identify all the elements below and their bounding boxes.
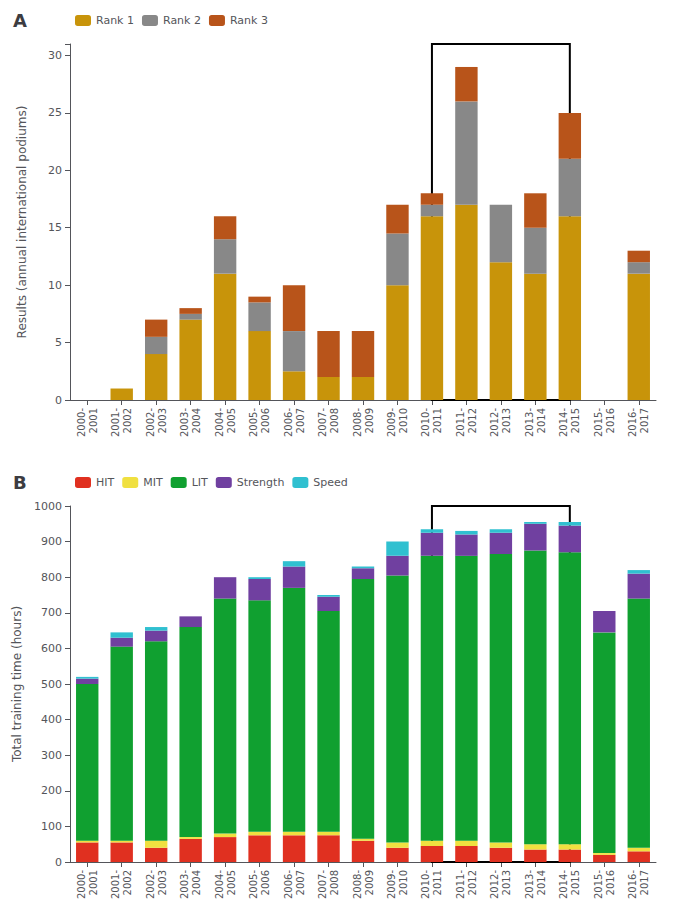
svg-text:Rank 1: Rank 1 bbox=[96, 14, 134, 27]
svg-text:2013: 2013 bbox=[501, 870, 512, 895]
svg-text:2007: 2007 bbox=[295, 408, 306, 433]
svg-text:2015: 2015 bbox=[570, 870, 581, 895]
svg-text:2003-: 2003- bbox=[179, 870, 190, 899]
svg-text:2010: 2010 bbox=[398, 408, 409, 433]
svg-text:2007-: 2007- bbox=[317, 870, 328, 899]
svg-text:15: 15 bbox=[48, 221, 62, 234]
svg-text:2006-: 2006- bbox=[283, 870, 294, 899]
svg-text:2001-: 2001- bbox=[110, 408, 121, 437]
svg-text:2016: 2016 bbox=[605, 870, 616, 895]
svg-text:Results (annual international: Results (annual international podiums) bbox=[15, 106, 29, 339]
svg-text:2007: 2007 bbox=[295, 870, 306, 895]
svg-text:400: 400 bbox=[41, 713, 62, 726]
svg-text:2002: 2002 bbox=[122, 408, 133, 433]
svg-text:Rank 3: Rank 3 bbox=[230, 14, 268, 27]
svg-text:2017: 2017 bbox=[639, 408, 650, 433]
svg-text:2010: 2010 bbox=[398, 870, 409, 895]
svg-text:HIT: HIT bbox=[96, 476, 115, 489]
svg-text:2005-: 2005- bbox=[248, 408, 259, 437]
svg-text:2015: 2015 bbox=[570, 408, 581, 433]
svg-text:2002-: 2002- bbox=[145, 870, 156, 899]
svg-text:2009: 2009 bbox=[364, 870, 375, 895]
svg-text:2001-: 2001- bbox=[110, 870, 121, 899]
svg-text:200: 200 bbox=[41, 784, 62, 797]
svg-text:2007-: 2007- bbox=[317, 408, 328, 437]
svg-text:2014-: 2014- bbox=[558, 870, 569, 899]
svg-text:2005-: 2005- bbox=[248, 870, 259, 899]
svg-text:Strength: Strength bbox=[237, 476, 285, 489]
svg-text:2004-: 2004- bbox=[214, 408, 225, 437]
svg-text:2013-: 2013- bbox=[524, 408, 535, 437]
svg-text:B: B bbox=[13, 472, 27, 493]
svg-text:2002: 2002 bbox=[122, 870, 133, 895]
svg-text:2006: 2006 bbox=[260, 870, 271, 895]
svg-text:2004: 2004 bbox=[191, 408, 202, 433]
svg-text:2009-: 2009- bbox=[386, 870, 397, 899]
svg-text:300: 300 bbox=[41, 749, 62, 762]
svg-text:2008-: 2008- bbox=[352, 870, 363, 899]
svg-text:2016-: 2016- bbox=[627, 408, 638, 437]
svg-text:Speed: Speed bbox=[313, 476, 347, 489]
svg-text:2011: 2011 bbox=[432, 408, 443, 433]
svg-text:2010-: 2010- bbox=[420, 870, 431, 899]
svg-text:A: A bbox=[13, 10, 27, 31]
svg-text:Rank 2: Rank 2 bbox=[163, 14, 201, 27]
svg-text:2014: 2014 bbox=[536, 408, 547, 433]
svg-text:2008: 2008 bbox=[329, 408, 340, 433]
svg-text:2014: 2014 bbox=[536, 870, 547, 895]
svg-text:2005: 2005 bbox=[226, 408, 237, 433]
svg-text:2012: 2012 bbox=[467, 870, 478, 895]
svg-text:2008-: 2008- bbox=[352, 408, 363, 437]
svg-text:2003: 2003 bbox=[157, 870, 168, 895]
svg-text:LIT: LIT bbox=[192, 476, 208, 489]
svg-text:2009-: 2009- bbox=[386, 408, 397, 437]
svg-text:2012-: 2012- bbox=[489, 870, 500, 899]
svg-text:2013-: 2013- bbox=[524, 870, 535, 899]
svg-text:2016: 2016 bbox=[605, 408, 616, 433]
svg-text:2015-: 2015- bbox=[593, 870, 604, 899]
svg-text:2012: 2012 bbox=[467, 408, 478, 433]
svg-text:MIT: MIT bbox=[143, 476, 163, 489]
svg-text:700: 700 bbox=[41, 606, 62, 619]
svg-text:2010-: 2010- bbox=[420, 408, 431, 437]
svg-text:2003-: 2003- bbox=[179, 408, 190, 437]
svg-text:600: 600 bbox=[41, 642, 62, 655]
svg-text:30: 30 bbox=[48, 49, 62, 62]
svg-text:800: 800 bbox=[41, 571, 62, 584]
svg-text:2011: 2011 bbox=[432, 870, 443, 895]
svg-text:100: 100 bbox=[41, 820, 62, 833]
svg-text:900: 900 bbox=[41, 535, 62, 548]
svg-text:2015-: 2015- bbox=[593, 408, 604, 437]
svg-text:2005: 2005 bbox=[226, 870, 237, 895]
svg-text:2014-: 2014- bbox=[558, 408, 569, 437]
svg-text:2004-: 2004- bbox=[214, 870, 225, 899]
svg-text:2009: 2009 bbox=[364, 408, 375, 433]
svg-text:0: 0 bbox=[55, 856, 62, 869]
svg-text:2001: 2001 bbox=[88, 870, 99, 895]
svg-text:500: 500 bbox=[41, 678, 62, 691]
svg-text:2016-: 2016- bbox=[627, 870, 638, 899]
svg-text:2011-: 2011- bbox=[455, 408, 466, 437]
svg-text:0: 0 bbox=[55, 394, 62, 407]
svg-text:10: 10 bbox=[48, 279, 62, 292]
svg-text:2013: 2013 bbox=[501, 408, 512, 433]
svg-text:1000: 1000 bbox=[34, 500, 62, 513]
svg-text:2012-: 2012- bbox=[489, 408, 500, 437]
svg-text:2002-: 2002- bbox=[145, 408, 156, 437]
svg-text:20: 20 bbox=[48, 164, 62, 177]
svg-text:2003: 2003 bbox=[157, 408, 168, 433]
svg-text:2006-: 2006- bbox=[283, 408, 294, 437]
svg-text:5: 5 bbox=[55, 336, 62, 349]
svg-text:2004: 2004 bbox=[191, 870, 202, 895]
svg-text:2017: 2017 bbox=[639, 870, 650, 895]
svg-text:2000-: 2000- bbox=[76, 408, 87, 437]
svg-text:25: 25 bbox=[48, 106, 62, 119]
svg-text:2001: 2001 bbox=[88, 408, 99, 433]
svg-text:2011-: 2011- bbox=[455, 870, 466, 899]
svg-text:2006: 2006 bbox=[260, 408, 271, 433]
svg-text:Total training time (hours): Total training time (hours) bbox=[10, 606, 24, 763]
svg-text:2000-: 2000- bbox=[76, 870, 87, 899]
svg-text:2008: 2008 bbox=[329, 870, 340, 895]
